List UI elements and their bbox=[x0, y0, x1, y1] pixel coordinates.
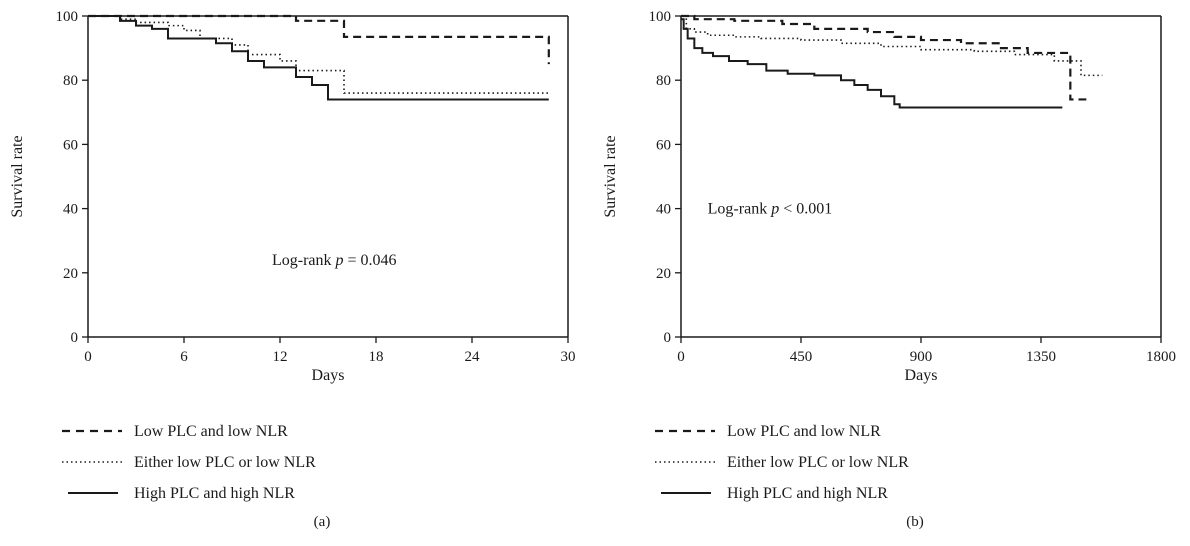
y-tick-label: 100 bbox=[649, 9, 672, 25]
y-tick-label: 100 bbox=[56, 9, 79, 25]
legend-label: High PLC and high NLR bbox=[727, 485, 888, 502]
legend-label: Either low PLC or low NLR bbox=[727, 454, 909, 471]
survival-curve-dotted bbox=[681, 18, 1103, 77]
log-rank-annotation: Log-rank p = 0.046 bbox=[272, 252, 397, 269]
y-tick-label: 40 bbox=[656, 202, 671, 218]
chart-panel-2: 0 20 40 60 80 100 0 450 900 1350 1800 Days Survival … bbox=[602, 9, 1176, 530]
x-tick-label: 18 bbox=[369, 349, 384, 365]
legend-label: Low PLC and low NLR bbox=[727, 423, 881, 440]
x-tick-label: 1350 bbox=[1026, 349, 1056, 365]
y-tick-label: 60 bbox=[63, 137, 78, 153]
y-tick-label: 80 bbox=[63, 73, 78, 89]
legend-label: Either low PLC or low NLR bbox=[134, 454, 316, 471]
x-tick-label: 450 bbox=[790, 349, 813, 365]
panel-label: (b) bbox=[906, 514, 924, 530]
survival-curve-dotted bbox=[88, 15, 549, 94]
annotation-prefix: Log-rank bbox=[272, 252, 336, 269]
x-tick-label: 900 bbox=[910, 349, 933, 365]
annotation-p: p bbox=[770, 201, 779, 218]
survival-curve-solid bbox=[88, 15, 549, 101]
annotation-suffix: < 0.001 bbox=[779, 201, 832, 218]
legend-label: High PLC and high NLR bbox=[134, 485, 295, 502]
y-tick-label: 60 bbox=[656, 137, 671, 153]
y-tick-label: 0 bbox=[664, 330, 672, 346]
x-tick-label: 0 bbox=[84, 349, 92, 365]
x-tick-label: 6 bbox=[180, 349, 188, 365]
log-rank-annotation: Log-rank p < 0.001 bbox=[708, 201, 833, 218]
annotation-p: p bbox=[335, 252, 344, 269]
legend-label: Low PLC and low NLR bbox=[134, 423, 288, 440]
chart-panel-1: 0 20 40 60 80 100 0 6 12 18 24 30 Days Survival rate L… bbox=[9, 9, 576, 530]
annotation-prefix: Log-rank bbox=[708, 201, 772, 218]
y-tick-label: 80 bbox=[656, 73, 671, 89]
x-tick-label: 30 bbox=[561, 349, 576, 365]
y-tick-label: 0 bbox=[71, 330, 79, 346]
x-tick-label: 1800 bbox=[1146, 349, 1176, 365]
panel-label: (a) bbox=[314, 514, 331, 530]
y-tick-label: 20 bbox=[656, 266, 671, 282]
y-tick-label: 20 bbox=[63, 266, 78, 282]
survival-curve-dashed bbox=[88, 14, 550, 65]
annotation-suffix: = 0.046 bbox=[344, 252, 397, 269]
y-tick-label: 40 bbox=[63, 202, 78, 218]
y-axis-title: Survival rate bbox=[602, 135, 619, 217]
y-axis-title: Survival rate bbox=[9, 135, 26, 217]
x-axis-title: Days bbox=[312, 367, 345, 384]
x-tick-label: 24 bbox=[465, 349, 481, 365]
survival-curve-solid bbox=[681, 18, 1063, 109]
survival-curve-dashed bbox=[681, 14, 1087, 101]
x-axis-title: Days bbox=[905, 367, 938, 384]
x-tick-label: 12 bbox=[273, 349, 288, 365]
x-tick-label: 0 bbox=[677, 349, 685, 365]
